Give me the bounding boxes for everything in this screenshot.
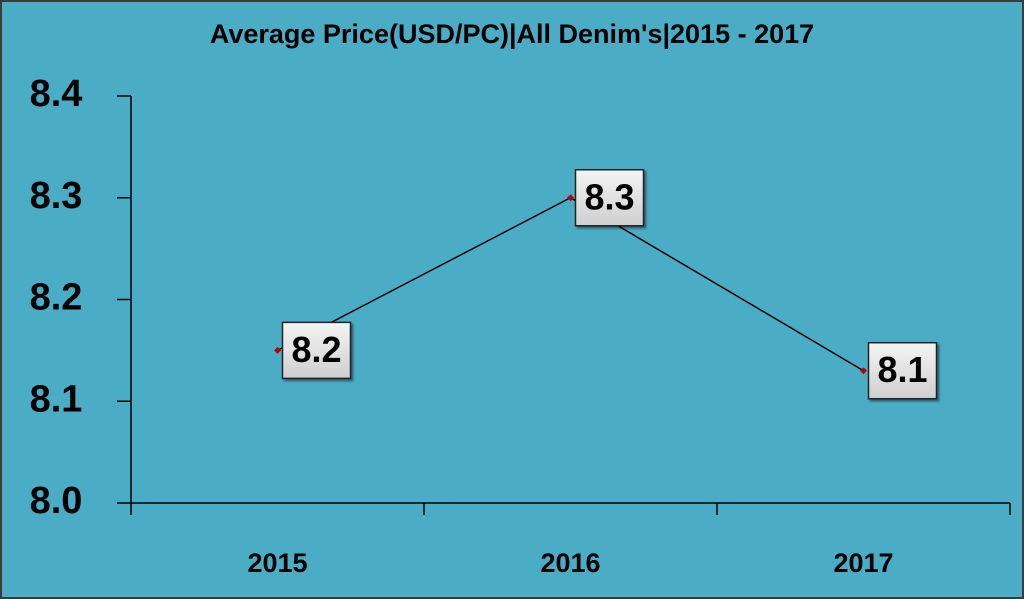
- value-label: 8.2: [291, 329, 341, 370]
- y-tick-label: 8.2: [30, 277, 83, 319]
- value-label-box: [867, 341, 938, 400]
- marker: [274, 346, 281, 354]
- y-tick-label: 8.1: [30, 378, 83, 420]
- y-tick-label: 8.0: [30, 480, 83, 522]
- value-label-box: [281, 321, 352, 380]
- value-label-box: [574, 169, 645, 227]
- x-tick-label: 2015: [247, 548, 307, 578]
- y-tick-label: 8.4: [30, 73, 83, 115]
- x-tick-label: 2016: [540, 548, 600, 578]
- marker: [860, 367, 867, 375]
- x-tick-label: 2017: [833, 548, 893, 578]
- value-label: 8.3: [584, 176, 634, 217]
- y-tick-label: 8.3: [30, 175, 83, 217]
- marker: [567, 194, 574, 202]
- chart-title: Average Price(USD/PC)|All Denim's|2015 -…: [210, 19, 814, 49]
- value-label: 8.1: [877, 349, 927, 390]
